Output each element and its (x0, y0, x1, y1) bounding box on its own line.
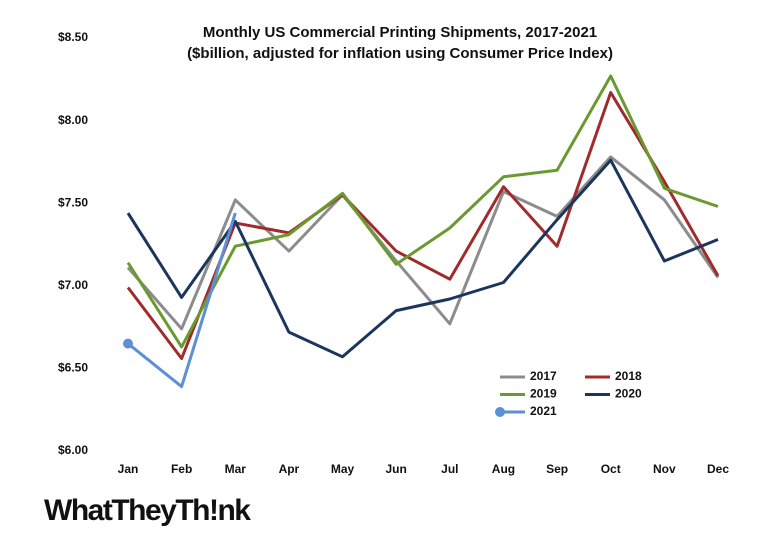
x-tick-label: Aug (492, 462, 515, 476)
x-tick-label: Mar (225, 462, 247, 476)
x-tick-label: Dec (707, 462, 729, 476)
legend-marker (495, 407, 505, 417)
y-tick-label: $6.00 (58, 443, 88, 457)
x-tick-label: Jul (441, 462, 458, 476)
y-tick-label: $7.00 (58, 278, 88, 292)
legend-label: 2021 (530, 404, 557, 418)
x-tick-label: Jan (118, 462, 139, 476)
x-tick-label: Feb (171, 462, 192, 476)
legend-label: 2019 (530, 387, 557, 401)
legend-label: 2017 (530, 369, 557, 383)
x-tick-label: Sep (546, 462, 568, 476)
logo: WhatTheyTh!nk (44, 494, 251, 527)
x-tick-label: Apr (279, 462, 300, 476)
chart-title: Monthly US Commercial Printing Shipments… (203, 24, 597, 41)
series-line (126, 158, 719, 359)
x-tick-label: Oct (601, 462, 621, 476)
legend-label: 2020 (615, 387, 642, 401)
x-tick-label: Jun (386, 462, 407, 476)
y-tick-label: $8.50 (58, 30, 88, 44)
series-line (126, 74, 719, 349)
series-line (127, 212, 237, 389)
legend-label: 2018 (615, 369, 642, 383)
y-tick-label: $7.50 (58, 195, 88, 209)
y-tick-label: $8.00 (58, 113, 88, 127)
series-line (126, 155, 720, 331)
x-tick-label: May (331, 462, 355, 476)
y-tick-label: $6.50 (58, 361, 88, 375)
series-marker (123, 338, 133, 349)
chart-subtitle: ($billion, adjusted for inflation using … (187, 45, 613, 62)
x-tick-label: Nov (653, 462, 676, 476)
